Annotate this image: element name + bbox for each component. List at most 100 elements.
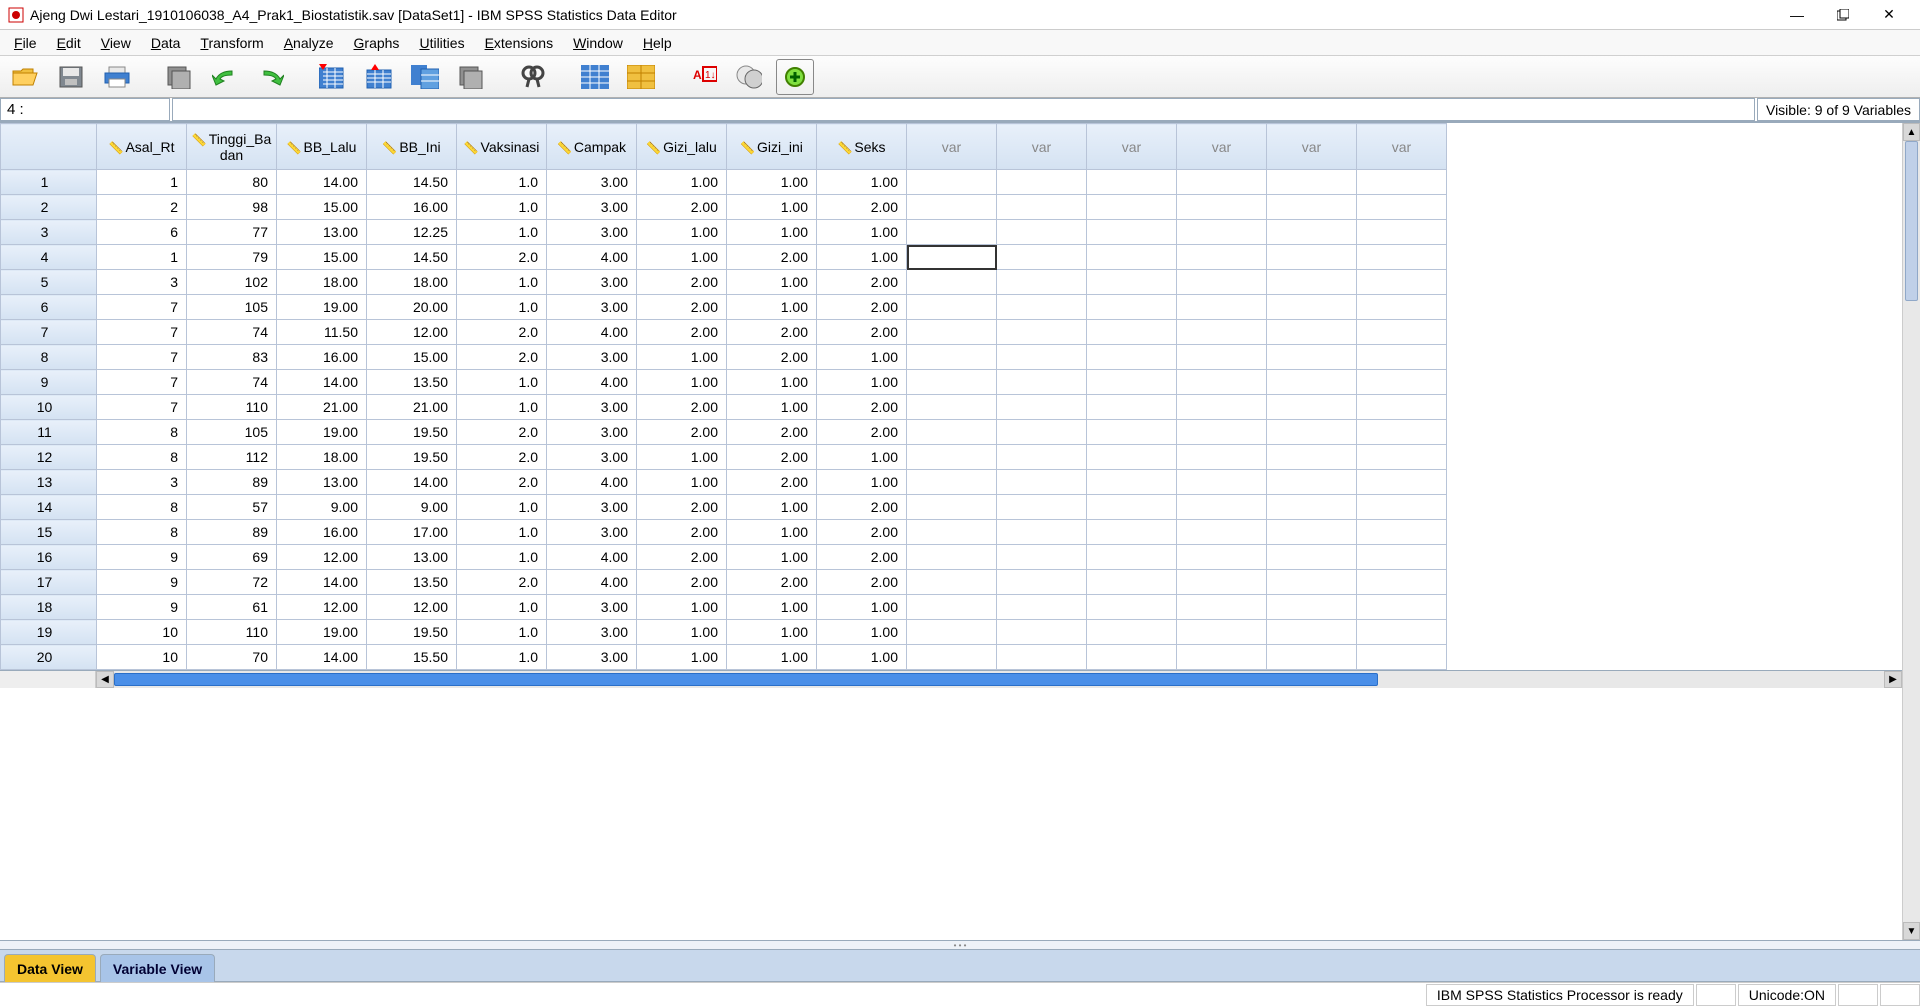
data-cell[interactable]: 7 <box>97 345 187 370</box>
value-labels-button[interactable] <box>730 59 768 95</box>
empty-cell[interactable] <box>1357 295 1447 320</box>
redo-button[interactable] <box>252 59 290 95</box>
empty-cell[interactable] <box>1177 195 1267 220</box>
data-cell[interactable]: 1.00 <box>727 395 817 420</box>
empty-cell[interactable] <box>1087 445 1177 470</box>
row-header[interactable]: 18 <box>1 595 97 620</box>
empty-cell[interactable] <box>1087 645 1177 670</box>
data-cell[interactable]: 2.00 <box>817 545 907 570</box>
empty-cell[interactable] <box>1267 345 1357 370</box>
save-button[interactable] <box>52 59 90 95</box>
empty-cell[interactable] <box>907 220 997 245</box>
empty-cell[interactable] <box>1267 170 1357 195</box>
data-cell[interactable]: 2.00 <box>637 570 727 595</box>
data-cell[interactable]: 4.00 <box>547 245 637 270</box>
empty-cell[interactable] <box>1357 195 1447 220</box>
row-header[interactable]: 13 <box>1 470 97 495</box>
data-cell[interactable]: 2.00 <box>727 320 817 345</box>
data-cell[interactable]: 1.00 <box>727 520 817 545</box>
maximize-button[interactable] <box>1820 0 1866 30</box>
data-cell[interactable]: 1.00 <box>637 345 727 370</box>
data-cell[interactable]: 1.00 <box>637 645 727 670</box>
data-cell[interactable]: 1.0 <box>457 195 547 220</box>
use-variable-sets-button[interactable] <box>776 59 814 95</box>
data-cell[interactable]: 2.00 <box>727 420 817 445</box>
data-cell[interactable]: 8 <box>97 445 187 470</box>
data-cell[interactable]: 14.00 <box>277 370 367 395</box>
data-cell[interactable]: 9.00 <box>277 495 367 520</box>
data-cell[interactable]: 7 <box>97 320 187 345</box>
data-cell[interactable]: 1.00 <box>727 270 817 295</box>
data-cell[interactable]: 3.00 <box>547 595 637 620</box>
data-cell[interactable]: 1.0 <box>457 395 547 420</box>
empty-cell[interactable] <box>1267 520 1357 545</box>
select-cases-button[interactable]: A1↓ <box>684 59 722 95</box>
empty-cell[interactable] <box>907 545 997 570</box>
empty-cell[interactable] <box>1087 395 1177 420</box>
empty-cell[interactable] <box>1087 320 1177 345</box>
empty-cell[interactable] <box>997 270 1087 295</box>
data-cell[interactable]: 98 <box>187 195 277 220</box>
empty-cell[interactable] <box>1177 170 1267 195</box>
tab-data-view[interactable]: Data View <box>4 954 96 983</box>
empty-cell[interactable] <box>1177 395 1267 420</box>
data-cell[interactable]: 8 <box>97 520 187 545</box>
data-cell[interactable]: 2.0 <box>457 245 547 270</box>
data-cell[interactable]: 89 <box>187 520 277 545</box>
empty-cell[interactable] <box>1267 570 1357 595</box>
data-cell[interactable]: 2.0 <box>457 420 547 445</box>
data-cell[interactable]: 1.0 <box>457 545 547 570</box>
data-cell[interactable]: 1.00 <box>727 170 817 195</box>
empty-cell[interactable] <box>907 570 997 595</box>
empty-cell[interactable] <box>907 170 997 195</box>
data-cell[interactable]: 3.00 <box>547 445 637 470</box>
empty-cell[interactable] <box>997 570 1087 595</box>
column-header-Seks[interactable]: 📏Seks <box>817 124 907 170</box>
empty-cell[interactable] <box>1267 595 1357 620</box>
empty-cell[interactable] <box>1177 245 1267 270</box>
data-cell[interactable]: 4.00 <box>547 570 637 595</box>
empty-cell[interactable] <box>1267 620 1357 645</box>
row-header[interactable]: 2 <box>1 195 97 220</box>
data-cell[interactable]: 18.00 <box>277 445 367 470</box>
data-cell[interactable]: 1.00 <box>727 195 817 220</box>
empty-cell[interactable] <box>997 295 1087 320</box>
data-cell[interactable]: 3.00 <box>547 395 637 420</box>
data-cell[interactable]: 1.00 <box>727 620 817 645</box>
data-cell[interactable]: 4.00 <box>547 320 637 345</box>
empty-cell[interactable] <box>997 620 1087 645</box>
data-cell[interactable]: 3.00 <box>547 220 637 245</box>
data-cell[interactable]: 57 <box>187 495 277 520</box>
data-cell[interactable]: 18.00 <box>367 270 457 295</box>
minimize-button[interactable]: — <box>1774 0 1820 30</box>
empty-cell[interactable] <box>1177 545 1267 570</box>
tab-variable-view[interactable]: Variable View <box>100 954 215 983</box>
empty-cell[interactable] <box>1087 345 1177 370</box>
empty-cell[interactable] <box>997 245 1087 270</box>
column-header-empty[interactable]: var <box>1087 124 1177 170</box>
data-cell[interactable]: 112 <box>187 445 277 470</box>
empty-cell[interactable] <box>907 645 997 670</box>
data-cell[interactable]: 89 <box>187 470 277 495</box>
row-header[interactable]: 10 <box>1 395 97 420</box>
data-cell[interactable]: 1.00 <box>817 620 907 645</box>
data-cell[interactable]: 1.00 <box>637 170 727 195</box>
data-cell[interactable]: 79 <box>187 245 277 270</box>
empty-cell[interactable] <box>1267 645 1357 670</box>
row-header[interactable]: 19 <box>1 620 97 645</box>
data-cell[interactable]: 2.00 <box>637 520 727 545</box>
empty-cell[interactable] <box>997 595 1087 620</box>
empty-cell[interactable] <box>1267 370 1357 395</box>
data-cell[interactable]: 1.00 <box>727 495 817 520</box>
row-header[interactable]: 8 <box>1 345 97 370</box>
empty-cell[interactable] <box>1177 620 1267 645</box>
data-cell[interactable]: 17.00 <box>367 520 457 545</box>
hscroll-thumb[interactable] <box>114 673 1378 686</box>
data-cell[interactable]: 14.00 <box>277 570 367 595</box>
empty-cell[interactable] <box>907 245 997 270</box>
data-cell[interactable]: 19.50 <box>367 620 457 645</box>
horizontal-scrollbar[interactable]: ◀ ▶ <box>0 670 1902 688</box>
empty-cell[interactable] <box>1087 245 1177 270</box>
data-cell[interactable]: 2.00 <box>637 320 727 345</box>
empty-cell[interactable] <box>1357 345 1447 370</box>
